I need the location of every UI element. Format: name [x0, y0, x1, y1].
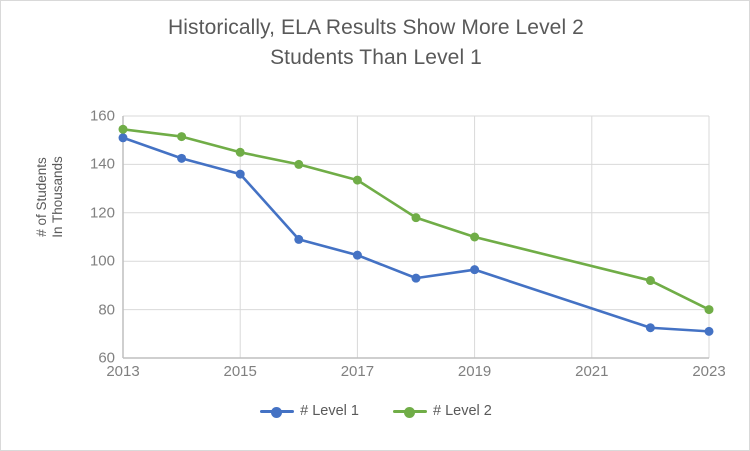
legend-label: # Level 1 [300, 403, 359, 419]
x-axis-tick-label: 2017 [340, 363, 375, 380]
y-axis-title: # of Students In Thousands [34, 132, 66, 262]
legend-dot [271, 406, 283, 418]
legend-marker-icon [260, 404, 295, 418]
y-axis-tick-label: 80 [98, 301, 115, 319]
data-point [352, 250, 362, 260]
x-axis-tick-label: 2021 [575, 363, 609, 380]
legend-item[interactable]: # Level 1 [260, 403, 359, 419]
data-point [235, 169, 245, 179]
x-axis-tick-label: 2013 [106, 363, 140, 380]
y-axis-tick-label: 140 [89, 155, 115, 173]
data-point [294, 234, 304, 244]
data-point [470, 265, 480, 275]
legend-dot [404, 406, 415, 418]
y-axis-title-line-2: In Thousands [50, 156, 65, 238]
y-axis-title-line-1: # of Students [34, 157, 49, 237]
data-point [645, 276, 655, 286]
data-point [411, 213, 421, 223]
data-point [411, 273, 421, 283]
data-point [704, 305, 714, 315]
x-axis-tick-label: 2015 [223, 363, 257, 380]
legend-label: # Level 2 [433, 403, 492, 419]
data-point [177, 132, 187, 142]
data-point [177, 153, 187, 163]
x-axis-tick-labels: 2013 2015 2017 2019 2021 2023 [106, 363, 725, 387]
data-point [118, 124, 128, 134]
data-point [235, 147, 245, 157]
chart-title-line-2: Students Than Level 1 [270, 46, 482, 69]
data-point [352, 175, 362, 185]
legend-item[interactable]: # Level 2 [393, 403, 492, 419]
chart-plot-svg [118, 115, 714, 359]
data-point [118, 133, 128, 143]
chart-legend: # Level 1 # Level 2 [1, 403, 749, 419]
data-point [704, 326, 714, 336]
y-axis-tick-label: 120 [89, 204, 115, 222]
legend-marker-icon [393, 404, 427, 418]
data-point [645, 323, 655, 333]
data-point [294, 159, 304, 169]
series-line-level-1 [121, 136, 711, 333]
plot-area [118, 115, 714, 359]
data-point [470, 232, 480, 242]
y-axis-tick-label: 100 [89, 252, 115, 270]
chart-title: Historically, ELA Results Show More Leve… [1, 13, 749, 73]
x-axis-tick-label: 2023 [692, 363, 726, 380]
y-axis-tick-label: 160 [89, 107, 115, 125]
x-axis-tick-label: 2019 [457, 363, 492, 380]
chart-title-line-1: Historically, ELA Results Show More Leve… [168, 16, 584, 39]
y-axis-tick-label: 60 [98, 349, 115, 367]
y-axis-tick-labels: 60 80 100 120 140 160 [71, 108, 115, 367]
